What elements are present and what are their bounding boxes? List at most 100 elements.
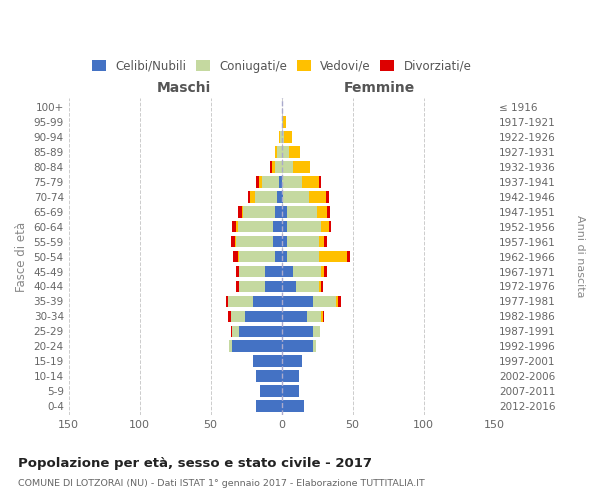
Bar <box>259 176 262 188</box>
Bar <box>280 131 281 142</box>
Bar <box>275 146 277 158</box>
Bar <box>236 280 239 292</box>
Bar <box>281 356 302 367</box>
Bar <box>233 250 238 262</box>
Bar <box>287 250 319 262</box>
Y-axis label: Anni di nascita: Anni di nascita <box>575 216 585 298</box>
Bar <box>281 176 302 188</box>
Bar <box>239 326 281 337</box>
Bar <box>281 206 287 218</box>
Bar <box>275 250 281 262</box>
Bar <box>323 310 324 322</box>
Bar <box>250 191 254 202</box>
Bar <box>281 266 293 278</box>
Bar <box>279 131 280 142</box>
Bar <box>324 236 327 248</box>
Bar <box>322 221 329 232</box>
Bar <box>242 206 244 218</box>
Bar <box>287 206 317 218</box>
Bar <box>262 176 279 188</box>
Bar <box>254 191 277 202</box>
Bar <box>326 191 329 202</box>
Bar <box>281 386 299 397</box>
Bar <box>256 370 281 382</box>
Bar <box>283 191 308 202</box>
Bar <box>227 296 253 308</box>
Bar <box>281 116 283 128</box>
Bar <box>281 296 313 308</box>
Bar <box>307 310 322 322</box>
Bar <box>229 340 232 352</box>
Bar <box>287 221 322 232</box>
Bar <box>347 250 350 262</box>
Bar <box>238 221 273 232</box>
Bar <box>277 191 281 202</box>
Bar <box>248 191 250 202</box>
Bar <box>281 161 293 172</box>
Bar <box>324 266 327 278</box>
Bar <box>230 326 232 337</box>
Bar <box>319 250 347 262</box>
Bar <box>244 206 275 218</box>
Bar <box>335 296 338 308</box>
Bar <box>293 266 322 278</box>
Bar <box>232 221 236 232</box>
Bar <box>322 280 323 292</box>
Y-axis label: Fasce di età: Fasce di età <box>15 222 28 292</box>
Bar <box>281 131 284 142</box>
Bar <box>275 161 281 172</box>
Text: Popolazione per età, sesso e stato civile - 2017: Popolazione per età, sesso e stato civil… <box>18 458 372 470</box>
Bar <box>273 221 281 232</box>
Bar <box>319 176 322 188</box>
Bar <box>319 236 324 248</box>
Bar <box>275 206 281 218</box>
Bar <box>279 176 281 188</box>
Bar <box>230 310 245 322</box>
Bar <box>322 266 324 278</box>
Bar <box>313 340 316 352</box>
Bar <box>253 356 281 367</box>
Bar <box>327 206 330 218</box>
Bar <box>277 146 281 158</box>
Bar <box>281 191 283 202</box>
Bar <box>313 326 320 337</box>
Bar <box>256 400 281 412</box>
Bar <box>322 310 323 322</box>
Bar <box>253 296 281 308</box>
Text: Femmine: Femmine <box>344 81 415 95</box>
Bar <box>227 310 230 322</box>
Bar <box>281 326 313 337</box>
Bar <box>245 310 281 322</box>
Bar <box>319 280 322 292</box>
Bar <box>293 161 310 172</box>
Bar <box>272 161 275 172</box>
Bar <box>281 310 307 322</box>
Bar <box>281 236 287 248</box>
Bar <box>338 296 341 308</box>
Bar <box>236 236 273 248</box>
Bar <box>239 266 265 278</box>
Bar <box>296 280 319 292</box>
Bar <box>239 250 275 262</box>
Bar <box>283 116 286 128</box>
Text: Maschi: Maschi <box>157 81 211 95</box>
Bar <box>313 296 335 308</box>
Bar <box>308 191 326 202</box>
Bar <box>270 161 272 172</box>
Bar <box>281 340 313 352</box>
Bar <box>273 236 281 248</box>
Bar <box>317 206 327 218</box>
Bar <box>287 236 319 248</box>
Bar <box>281 280 296 292</box>
Bar <box>289 146 300 158</box>
Bar <box>239 280 265 292</box>
Bar <box>232 326 239 337</box>
Bar <box>232 340 281 352</box>
Bar <box>265 266 281 278</box>
Bar <box>281 400 304 412</box>
Bar <box>265 280 281 292</box>
Bar <box>238 206 242 218</box>
Bar <box>302 176 319 188</box>
Legend: Celibi/Nubili, Coniugati/e, Vedovi/e, Divorziati/e: Celibi/Nubili, Coniugati/e, Vedovi/e, Di… <box>92 60 472 72</box>
Bar <box>236 221 238 232</box>
